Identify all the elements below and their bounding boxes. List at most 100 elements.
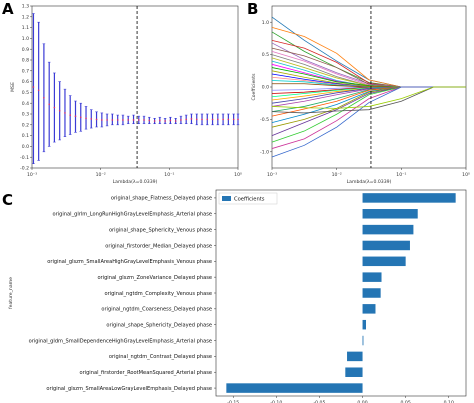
- panel-a-mean-point: [232, 118, 235, 121]
- panel-b-xtick-label: 10⁻¹: [396, 172, 406, 178]
- panel-c-legend-label: Coefficients: [234, 197, 265, 203]
- panel-a-ytick-label: 0.7: [22, 68, 29, 74]
- panel-letter-b: B: [247, 0, 258, 18]
- panel-a-ytick-label: 1.3: [22, 4, 29, 10]
- panel-letter-a: A: [2, 0, 14, 18]
- panel-c-feature-label: original_shape_Flatness_Delayed phase: [111, 196, 212, 202]
- panel-a-ylabel: MSE: [10, 82, 16, 92]
- panel-c-feature-label: original_glszm_SmallAreaHighGrayLevelEmp…: [47, 259, 212, 265]
- panel-a-mean-point: [169, 119, 172, 122]
- panel-b-coefficient-path: [271, 86, 466, 136]
- panel-a-ytick-label: 0.8: [22, 58, 29, 64]
- panel-a-mean-point: [37, 89, 40, 92]
- panel-a-mean-point: [148, 119, 151, 122]
- panel-a-mean-point: [58, 109, 61, 112]
- panel-c-bar: [226, 383, 363, 393]
- panel-b-ytick-label: -1.0: [260, 149, 269, 155]
- panel-a-mean-point: [106, 119, 108, 121]
- panel-b-xtick-label: 10⁻³: [267, 172, 277, 178]
- panel-a-mean-point: [164, 120, 166, 122]
- panel-c-bar: [362, 288, 381, 298]
- panel-b-coefficient-path: [271, 26, 466, 88]
- panel-c-xtick-label: 0.10: [444, 400, 454, 403]
- panel-letter-c: C: [2, 191, 13, 209]
- panel-c-feature-label: original_glszm_SmallAreaLowGrayLevelEmph…: [46, 386, 212, 392]
- panel-a-xtick-label: 10⁻¹: [164, 172, 174, 178]
- panel-a-mean-point: [174, 120, 177, 122]
- panel-c-feature-label: original_shape_Sphericity_Venous phase: [109, 227, 212, 233]
- panel-a-mean-point: [74, 115, 77, 117]
- panel-c-xtick-label: -0.05: [314, 400, 326, 403]
- panel-a-mean-point: [227, 118, 230, 121]
- panel-a-ytick-label: 0.3: [22, 112, 29, 118]
- panel-c-xtick-label: -0.10: [270, 400, 282, 403]
- panel-a-mean-point: [101, 119, 103, 121]
- panel-a-xlabel: Lambda(λ=0.0339): [113, 179, 158, 185]
- panel-a-mean-point: [201, 118, 203, 121]
- panel-a-xtick-label: 10⁻³: [27, 172, 37, 178]
- panel-c-bar: [362, 319, 366, 330]
- panel-a-ytick-label: 0.5: [22, 90, 29, 96]
- panel-a-ytick-label: 1.2: [22, 14, 29, 20]
- panel-b-xtick-label: 10⁻²: [332, 172, 342, 178]
- panel-c-feature-label: original_gldm_SmallDependenceHighGrayLev…: [29, 338, 212, 344]
- panel-c-bar: [362, 240, 410, 251]
- panel-a-mean-point: [180, 119, 182, 121]
- panel-c-xtick-label: 0.05: [401, 400, 411, 403]
- panel-b-coefficient-path: [271, 47, 466, 88]
- panel-c-feature-label: original_ngtdm_Complexity_Venous phase: [104, 291, 212, 297]
- panel-c-feature-label: original_ngtdm_Contrast_Delayed phase: [109, 354, 212, 360]
- panel-b-coefficient-path: [271, 86, 466, 143]
- panel-a-ytick-label: 0.4: [22, 101, 29, 107]
- panel-b-ytick-label: -0.5: [260, 117, 269, 123]
- panel-a-mean-point: [237, 118, 239, 121]
- panel-c-legend-swatch: [222, 196, 231, 201]
- panel-c-feature-label: original_firstorder_RootMeanSquared_Arte…: [79, 370, 212, 376]
- panel-c-feature-label: original_firstorder_Median_Delayed phase: [105, 243, 212, 249]
- panel-a-mean-point: [69, 114, 71, 116]
- panel-a-mean-point: [211, 118, 214, 121]
- panel-a-ytick-label: -0.1: [20, 155, 29, 161]
- panel-a-mean-point: [143, 119, 145, 121]
- panel-a-mean-point: [195, 118, 198, 121]
- panel-b-coefficient-path: [271, 86, 466, 109]
- panel-a-mean-point: [32, 86, 35, 88]
- panel-c-bar: [345, 367, 363, 377]
- panel-a-mean-point: [43, 97, 45, 99]
- panel-b-xlabel: Lambda(λ=0.0339): [347, 179, 392, 185]
- panel-c-xtick-label: 0.00: [357, 400, 367, 403]
- panel-c-ylabel: feature_name: [8, 277, 14, 309]
- panel-b-ytick-label: 1.0: [262, 20, 269, 26]
- panel-a-ytick-label: 0.0: [22, 144, 29, 150]
- panel-a-mean-point: [95, 118, 98, 121]
- panel-c-bar: [347, 351, 363, 362]
- panel-b-xtick-label: 10⁰: [462, 172, 470, 178]
- panel-a-frame: [31, 5, 239, 169]
- panel-b-ytick-label: 0.5: [262, 52, 269, 58]
- panel-a-ytick-label: 0.9: [22, 47, 29, 53]
- panel-c-xtick-label: -0.15: [227, 400, 239, 403]
- panel-a-mean-point: [153, 120, 156, 122]
- panel-a-mean-point: [222, 118, 224, 121]
- panel-a-mean-point: [185, 118, 187, 121]
- panel-c-feature-label: original_ngtdm_Coarseness_Delayed phase: [101, 307, 212, 313]
- panel-b-coefficient-paths: -1.0 -0.5 0.0 0.5 1.0 10⁻³ 10⁻² 10⁻¹ 10⁰ Lambda(λ…: [251, 5, 470, 185]
- panel-c-bar: [362, 304, 376, 314]
- panel-a-xtick-label: 10⁻²: [96, 172, 106, 178]
- panel-c-bar: [362, 256, 406, 267]
- panel-c-feature-label: original_glszm_ZoneVariance_Delayed phas…: [97, 275, 212, 281]
- panel-a-mean-point: [190, 118, 193, 120]
- panel-c-bar: [362, 224, 414, 235]
- panel-a-mean-point: [90, 118, 93, 120]
- panel-a-xtick-label: 10⁰: [234, 172, 242, 178]
- panel-a-ytick-label: 0.1: [22, 133, 29, 139]
- panel-b-ytick-label: 0.0: [262, 85, 269, 91]
- panel-a-ytick-label: 0.6: [22, 79, 29, 85]
- panel-a-mean-point: [85, 117, 87, 120]
- panel-a-mean-point: [79, 116, 82, 119]
- panel-a-mean-point: [137, 119, 140, 121]
- panel-c-frame: [215, 189, 467, 397]
- panel-c-bar: [362, 272, 382, 282]
- panel-a-mean-point: [217, 118, 219, 121]
